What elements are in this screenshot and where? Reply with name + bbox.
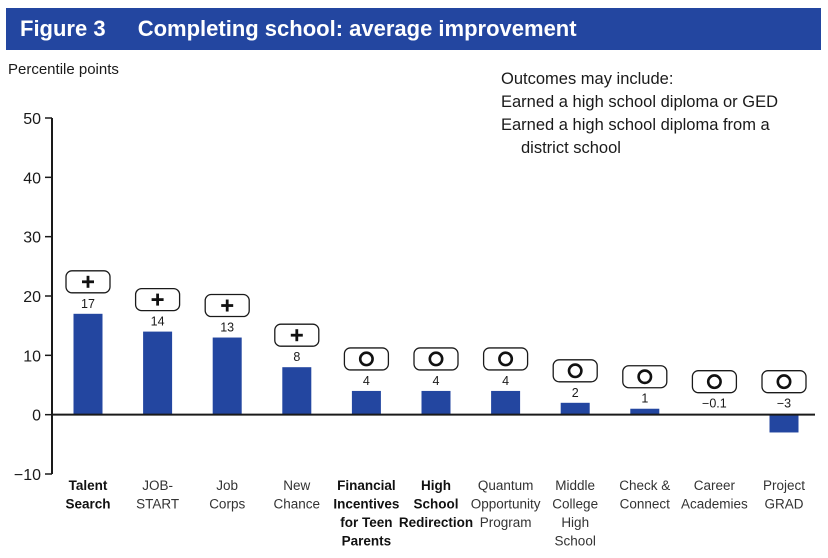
category-label: College	[552, 497, 598, 512]
category-label: Check &	[619, 478, 670, 493]
y-tick-label: 50	[23, 111, 41, 128]
category-label: Search	[65, 497, 110, 512]
value-label: 13	[220, 321, 234, 335]
category-label: New	[283, 478, 310, 493]
bar	[491, 390, 521, 415]
value-label: 8	[293, 350, 300, 364]
y-tick-label: 40	[23, 170, 41, 187]
y-tick-label: 20	[23, 289, 41, 306]
category-label: Financial	[337, 478, 396, 493]
bar	[769, 414, 799, 433]
outcomes-heading: Outcomes may include:	[501, 70, 674, 88]
value-label: 1	[641, 392, 648, 406]
category-label: Connect	[620, 497, 671, 512]
category-label: for Teen	[340, 515, 392, 530]
no-effect-box	[343, 347, 390, 371]
category-label: School	[413, 497, 458, 512]
circle-icon	[706, 374, 722, 390]
circle-icon	[567, 363, 583, 379]
circle-icon	[358, 351, 374, 367]
no-effect-box	[552, 359, 598, 383]
bar	[73, 313, 103, 415]
circle-icon	[428, 351, 444, 367]
category-label: Talent	[69, 478, 108, 493]
category-label: School	[555, 534, 596, 549]
no-effect-box	[691, 370, 738, 394]
category-label: Program	[480, 515, 532, 530]
value-label: 4	[433, 374, 440, 388]
value-label: 14	[151, 315, 165, 329]
no-effect-box	[622, 365, 668, 389]
bar	[143, 331, 173, 415]
value-label: 4	[363, 374, 370, 388]
outcome-line-3: district school	[521, 139, 621, 157]
y-tick-label: −10	[14, 467, 41, 484]
figure-title: Completing school: average improvement	[137, 16, 577, 41]
circle-icon	[498, 351, 514, 367]
no-effect-box	[761, 370, 807, 394]
circle-icon	[776, 374, 792, 390]
category-label: Job	[216, 478, 238, 493]
category-label: Project	[763, 478, 805, 493]
bar	[560, 402, 590, 415]
bar	[630, 408, 660, 415]
value-label: −0.1	[702, 397, 727, 411]
category-label: Career	[694, 478, 736, 493]
category-label: Corps	[209, 497, 245, 512]
category-label: Incentives	[333, 497, 399, 512]
y-tick-label: 30	[23, 230, 41, 247]
category-label: High	[561, 515, 589, 530]
figure-label: Figure 3	[20, 16, 106, 41]
category-label: GRAD	[764, 497, 803, 512]
category-label: High	[421, 478, 451, 493]
circle-icon	[637, 369, 653, 385]
value-label: 17	[81, 297, 95, 311]
value-label: 2	[572, 386, 579, 400]
category-label: Redirection	[399, 515, 473, 530]
category-label: START	[136, 497, 179, 512]
y-tick-label: 10	[23, 348, 41, 365]
category-label: Academies	[681, 497, 748, 512]
bar	[212, 337, 242, 415]
category-label: Parents	[342, 534, 392, 549]
category-label: Chance	[274, 497, 321, 512]
category-label: Quantum	[478, 478, 534, 493]
bar	[351, 390, 381, 415]
outcomes-note: Outcomes may include: Earned a high scho…	[501, 68, 778, 160]
outcome-line-2: Earned a high school diploma from a	[501, 116, 770, 134]
y-axis-label: Percentile points	[8, 61, 119, 78]
outcome-line-1: Earned a high school diploma or GED	[501, 93, 778, 111]
no-effect-box	[482, 347, 529, 371]
figure-header: Figure 3 Completing school: average impr…	[6, 8, 821, 50]
category-label: JOB-	[142, 478, 173, 493]
category-label: Middle	[555, 478, 595, 493]
y-tick-label: 0	[32, 408, 41, 425]
value-label: −3	[777, 397, 791, 411]
bar	[421, 390, 451, 415]
bar	[282, 367, 312, 415]
no-effect-box	[413, 347, 459, 371]
category-label: Opportunity	[471, 497, 541, 512]
value-label: 4	[502, 374, 509, 388]
